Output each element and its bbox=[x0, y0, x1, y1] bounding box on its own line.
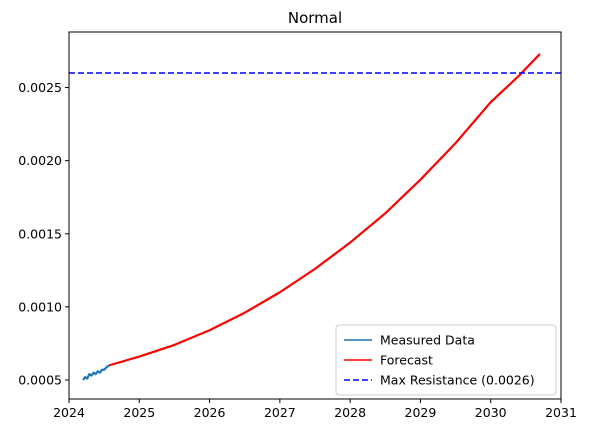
y-tick-label: 0.0020 bbox=[18, 153, 62, 168]
legend-label-2: Max Resistance (0.0026) bbox=[380, 373, 535, 388]
x-tick-label: 2027 bbox=[264, 405, 296, 420]
x-tick-label: 2026 bbox=[194, 405, 226, 420]
legend-box bbox=[335, 324, 557, 396]
series-line-0 bbox=[82, 364, 110, 381]
legend-label-1: Forecast bbox=[380, 353, 433, 368]
y-tick-label: 0.0015 bbox=[18, 226, 62, 241]
series-line-1 bbox=[108, 53, 541, 367]
y-tick-label: 0.0025 bbox=[18, 80, 62, 95]
x-tick-label: 2024 bbox=[53, 405, 85, 420]
x-tick-label: 2029 bbox=[405, 405, 437, 420]
x-tick-label: 2030 bbox=[475, 405, 507, 420]
y-tick-label: 0.0010 bbox=[18, 299, 62, 314]
legend-label-0: Measured Data bbox=[380, 333, 475, 348]
chart-title: Normal bbox=[288, 9, 342, 27]
plot-frame bbox=[68, 31, 562, 400]
x-tick-label: 2025 bbox=[123, 405, 155, 420]
x-tick-label: 2028 bbox=[334, 405, 366, 420]
x-tick-label: 2031 bbox=[545, 405, 577, 420]
y-tick-label: 0.0005 bbox=[18, 372, 62, 387]
